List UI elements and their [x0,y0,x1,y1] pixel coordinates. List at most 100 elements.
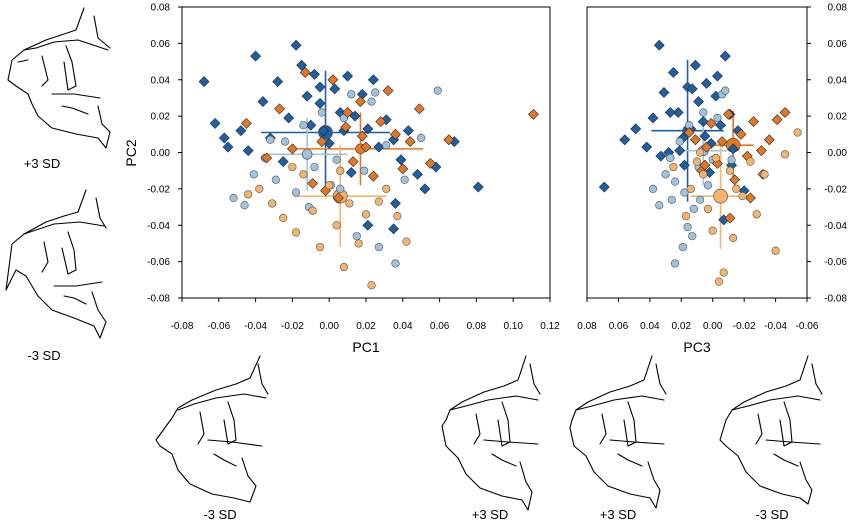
pc1-point-diamond [388,223,400,235]
pc1-x-tick-label: 0.08 [467,321,487,332]
pc1-point-circle [291,188,301,197]
pc1-point-circle [367,281,376,290]
shape-label-bottom-1: -3 SD [203,507,236,522]
pc3-point-circle [667,195,676,204]
pc3-point-diamond [719,50,731,62]
pc1-point-diamond [375,116,387,128]
pc3-y-tick-label: -0.02 [824,184,847,195]
pc1-point-diamond [349,110,361,122]
pc3-point-diamond [729,174,741,186]
pc3-point-diamond [699,130,711,142]
pc3-point-diamond [674,145,686,157]
pc1-point-diamond [367,74,379,86]
pc1-point-diamond [301,90,313,102]
pc3-point-circle [683,222,692,232]
pc3-point-diamond [655,150,667,162]
pc1-y-tick-label: -0.08 [147,294,170,305]
shape-outline-left-top: +3 SD [7,7,111,171]
pc1-point-diamond [283,112,295,124]
pc1-point-diamond [345,167,357,178]
shape-label-left-bottom: -3 SD [27,348,60,363]
pc3-point-diamond [679,159,690,171]
pc3-point-circle [696,195,705,204]
pc3-point-circle [771,246,780,255]
pc1-point-circle [402,237,411,246]
pc3-point-circle [692,157,702,166]
pc1-x-tick-label: -0.08 [171,321,194,332]
pc1-point-diamond [390,198,401,209]
shape-outline-left-bottom: -3 SD [5,189,107,363]
pc3-x-tick-label: -0.06 [796,321,819,332]
pc3-point-diamond [715,119,726,131]
pc1-point-circle [433,86,442,95]
pc1-point-circle [325,181,334,190]
pc1-x-tick-label: 0.00 [319,321,339,332]
pc3-point-diamond [771,114,783,126]
pc3-point-circle [738,192,747,201]
pc1-point-circle [391,259,400,268]
shape-label-left-top: +3 SD [24,156,61,171]
pc3-point-diamond [745,192,756,204]
pc1-point-diamond [443,134,455,146]
pc1-group-mean-marker [301,148,313,160]
pc3-point-diamond [658,87,670,98]
pc3-point-circle [725,166,735,175]
pc3-point-diamond [735,128,747,140]
pc1-point-circle [336,166,345,175]
pc1-point-diamond [355,96,366,107]
pc1-point-diamond [316,136,328,148]
pc1-pc2-scatter-panel: -0.08 -0.06 -0.04 -0.02 0.00 0.02 0.04 0.06 0.08… [123,3,560,356]
pc1-point-circle [268,199,277,208]
pc3-point-circle [680,188,689,197]
pc1-point-diamond [218,132,230,144]
pc3-point-diamond [690,134,701,146]
pc1-x-tick-label: 0.02 [356,321,376,332]
pc3-point-diamond [668,67,679,78]
pc1-point-diamond [413,103,425,115]
pc1-x-tick-label: -0.02 [281,321,304,332]
pc1-y-tick-label: -0.02 [147,184,170,195]
pc1-y-axis-title: PC2 [123,139,139,166]
pc1-point-circle [382,141,391,150]
pc1-point-diamond [382,85,394,97]
pc3-y-tick-label: 0.06 [828,39,848,50]
pc1-point-circle [354,239,363,248]
pc3-point-circle [688,232,697,241]
shape-label-bottom-4: -3 SD [755,507,788,522]
pc1-point-circle [280,137,290,146]
pc1-point-circle [255,184,264,193]
pc1-point-circle [291,228,301,237]
pc3-x-tick-label: -0.04 [764,321,787,332]
pc1-point-circle [244,190,253,199]
shape-outline-bottom-4: -3 SD [719,355,823,522]
pc1-point-circle [339,262,349,272]
pc1-point-diamond [307,177,319,189]
pc1-point-diamond [390,128,401,140]
pc3-point-circle [670,177,680,186]
pc1-point-circle [400,175,409,184]
pc3-point-circle [708,226,717,235]
pc3-x-tick-label: 0.02 [672,321,692,332]
pc1-point-circle [308,206,317,215]
pc1-point-circle [352,232,361,241]
pc3-x-tick-label: 0.08 [577,321,597,332]
pc1-point-diamond [327,74,339,86]
pc3-point-circle [699,108,708,117]
pc3-x-tick-label: -0.02 [733,321,756,332]
pc3-point-circle [780,150,790,159]
pc1-point-circle [382,184,391,193]
pc1-x-tick-label: -0.06 [207,321,230,332]
pc3-group-mean-marker [713,188,728,204]
pc1-point-circle [317,108,326,117]
pc1-point-diamond [373,141,385,153]
pc1-point-diamond [329,83,341,95]
pc1-x-tick-label: 0.10 [503,321,523,332]
pc1-point-circle [336,184,345,193]
pc1-point-circle [371,88,380,97]
shape-outline-bottom-3: +3 SD [569,355,667,522]
pc3-point-diamond [664,107,676,118]
pc3-y-tick-label: 0.08 [828,3,848,14]
pc3-tick-group: 0.08 0.06 0.04 0.02 0.00 -0.02 -0.04 -0.06 -0.08… [577,3,847,333]
pc3-y-tick-label: 0.04 [828,75,848,86]
pc1-point-diamond [290,39,302,51]
